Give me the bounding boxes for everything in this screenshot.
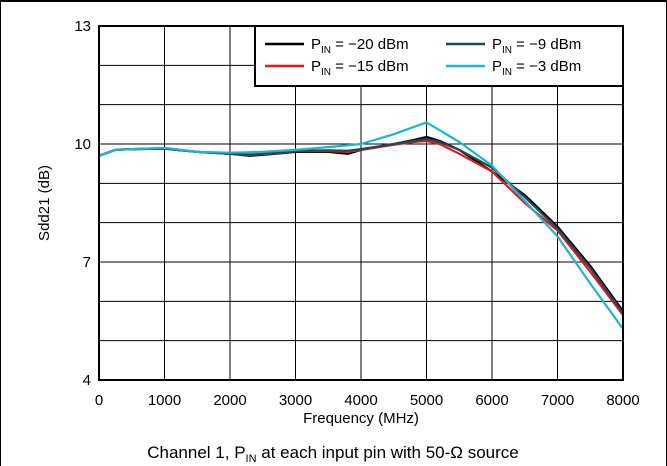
x-tick-label: 3000 <box>279 392 312 409</box>
x-tick-label: 5000 <box>410 392 443 409</box>
caption-prefix: Channel 1, P <box>147 443 245 462</box>
x-tick-label: 6000 <box>475 392 508 409</box>
y-tick-label: 10 <box>74 136 91 153</box>
caption-subscript: IN <box>246 453 257 465</box>
y-tick-label: 4 <box>83 372 91 389</box>
x-tick-label: 8000 <box>606 392 639 409</box>
x-tick-label: 4000 <box>344 392 377 409</box>
x-tick-label: 1000 <box>148 392 181 409</box>
x-tick-label: 0 <box>95 392 103 409</box>
x-axis-title: Frequency (MHz) <box>303 410 419 427</box>
legend-label: PIN = −20 dBm <box>311 36 409 56</box>
legend-label: PIN = −15 dBm <box>311 58 409 78</box>
x-tick-label: 7000 <box>541 392 574 409</box>
legend-label: PIN = −9 dBm <box>492 36 581 56</box>
legend-label: PIN = −3 dBm <box>492 58 581 78</box>
series-line <box>98 121 624 330</box>
tick-labels: 0 1000 2000 3000 4000 5000 6000 7000 8000 4 7 10 13 <box>74 18 639 409</box>
legend-box <box>254 25 624 87</box>
y-tick-label: 13 <box>74 18 91 35</box>
x-tick-label: 2000 <box>213 392 246 409</box>
caption-suffix: at each input pin with 50-Ω source <box>257 443 519 462</box>
series-lines <box>98 121 624 330</box>
y-axis-title: Sdd21 (dB) <box>36 165 53 241</box>
figure-caption: Channel 1, PIN at each input pin with 50… <box>147 443 519 465</box>
y-tick-label: 7 <box>83 254 91 271</box>
